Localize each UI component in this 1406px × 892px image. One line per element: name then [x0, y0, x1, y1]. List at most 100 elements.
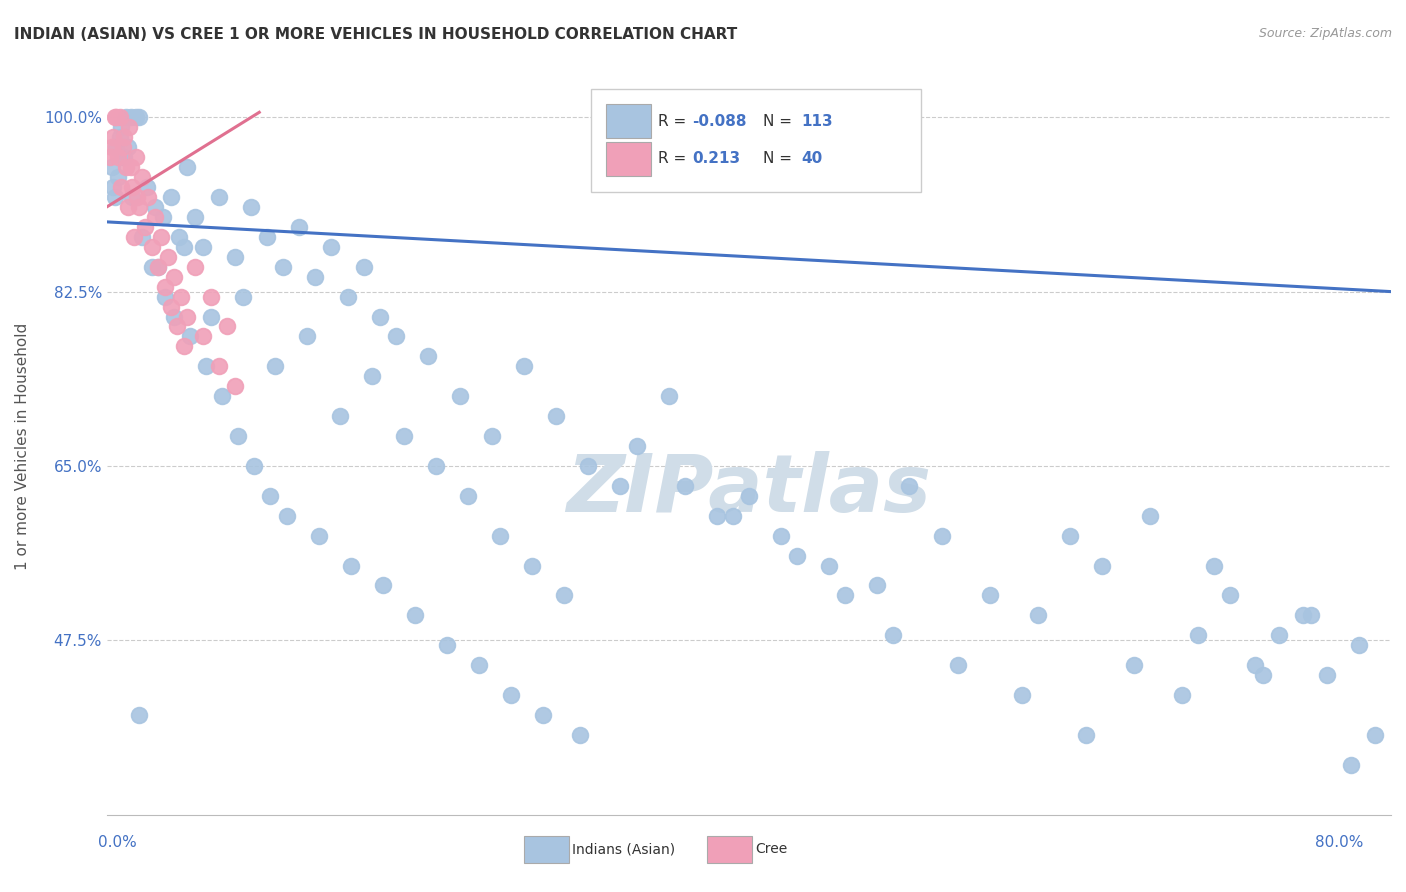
- Text: R =: R =: [658, 152, 696, 166]
- Point: [353, 260, 375, 274]
- Text: INDIAN (ASIAN) VS CREE 1 OR MORE VEHICLES IN HOUSEHOLD CORRELATION CHART: INDIAN (ASIAN) VS CREE 1 OR MORE VEHICLE…: [14, 27, 737, 42]
- Point: [1123, 658, 1146, 673]
- Text: Cree: Cree: [755, 842, 787, 856]
- Point: [98, 150, 121, 164]
- Point: [110, 120, 132, 135]
- Point: [184, 210, 207, 224]
- Point: [786, 549, 808, 563]
- Point: [217, 319, 239, 334]
- Point: [1074, 728, 1097, 742]
- Point: [769, 529, 792, 543]
- Text: R =: R =: [658, 114, 692, 128]
- Point: [392, 429, 415, 443]
- Point: [160, 190, 183, 204]
- Point: [1059, 529, 1081, 543]
- Point: [546, 409, 568, 423]
- Text: 113: 113: [801, 114, 832, 128]
- Point: [176, 310, 198, 324]
- Point: [866, 578, 889, 592]
- Point: [1171, 688, 1194, 702]
- Point: [1219, 589, 1241, 603]
- Point: [122, 229, 145, 244]
- Point: [416, 349, 439, 363]
- Point: [1292, 608, 1315, 623]
- Point: [404, 608, 426, 623]
- Point: [191, 240, 214, 254]
- Text: N =: N =: [763, 152, 797, 166]
- Point: [124, 110, 146, 124]
- Point: [946, 658, 969, 673]
- Text: -0.088: -0.088: [692, 114, 747, 128]
- Point: [128, 110, 150, 124]
- Point: [143, 210, 166, 224]
- Point: [120, 160, 142, 174]
- Point: [105, 140, 128, 154]
- Point: [163, 310, 186, 324]
- Point: [1364, 728, 1386, 742]
- Point: [1267, 628, 1289, 642]
- Point: [1026, 608, 1049, 623]
- Point: [336, 289, 359, 303]
- Text: ZIPatlas: ZIPatlas: [567, 451, 931, 529]
- Point: [304, 269, 326, 284]
- Point: [738, 489, 761, 503]
- Point: [169, 289, 191, 303]
- Point: [321, 240, 343, 254]
- Point: [153, 279, 176, 293]
- Point: [153, 289, 176, 303]
- Text: 0.213: 0.213: [692, 152, 740, 166]
- Point: [108, 110, 131, 124]
- Point: [228, 429, 250, 443]
- Point: [569, 728, 592, 742]
- Point: [1091, 558, 1114, 573]
- Point: [1299, 608, 1322, 623]
- Y-axis label: 1 or more Vehicles in Household: 1 or more Vehicles in Household: [15, 322, 30, 570]
- Point: [173, 339, 195, 353]
- Point: [626, 439, 648, 453]
- Point: [167, 229, 190, 244]
- Point: [276, 508, 298, 523]
- Point: [121, 180, 143, 194]
- Point: [1204, 558, 1226, 573]
- Point: [160, 300, 183, 314]
- Point: [100, 140, 122, 154]
- Point: [240, 200, 263, 214]
- Point: [297, 329, 319, 343]
- Point: [576, 458, 599, 473]
- Point: [468, 658, 491, 673]
- Point: [173, 240, 195, 254]
- Point: [208, 190, 231, 204]
- Point: [176, 160, 198, 174]
- Point: [882, 628, 904, 642]
- Point: [339, 558, 361, 573]
- Point: [166, 319, 188, 334]
- Point: [1139, 508, 1161, 523]
- Point: [152, 210, 174, 224]
- Point: [104, 190, 127, 204]
- Point: [179, 329, 201, 343]
- Point: [110, 180, 132, 194]
- Point: [131, 169, 153, 184]
- Point: [232, 289, 254, 303]
- Point: [553, 589, 575, 603]
- Point: [1243, 658, 1265, 673]
- Point: [673, 479, 696, 493]
- Point: [141, 240, 163, 254]
- Point: [107, 150, 129, 164]
- Point: [531, 708, 554, 723]
- Point: [156, 250, 179, 264]
- Point: [360, 369, 382, 384]
- Point: [328, 409, 350, 423]
- Point: [898, 479, 921, 493]
- Point: [384, 329, 406, 343]
- Text: 40: 40: [801, 152, 823, 166]
- Point: [818, 558, 841, 573]
- Point: [1316, 668, 1339, 682]
- Point: [481, 429, 503, 443]
- Point: [721, 508, 744, 523]
- Point: [259, 489, 281, 503]
- Point: [243, 458, 266, 473]
- Text: Source: ZipAtlas.com: Source: ZipAtlas.com: [1258, 27, 1392, 40]
- Point: [134, 219, 156, 234]
- Point: [658, 389, 681, 403]
